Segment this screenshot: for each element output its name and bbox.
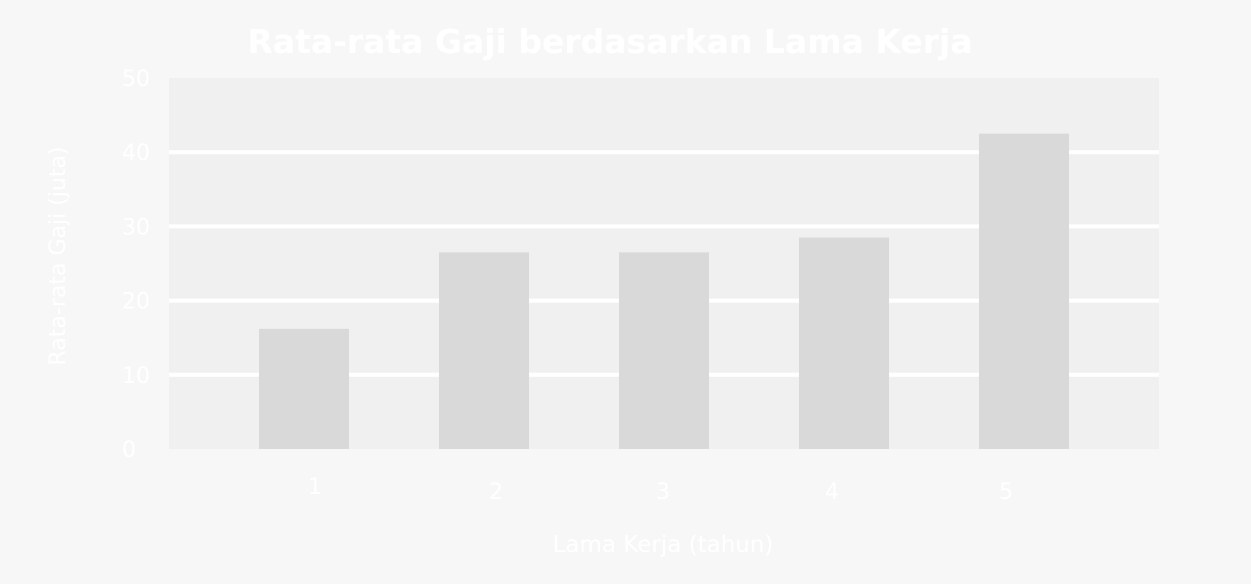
chart-title: Rata-rata Gaji berdasarkan Lama Kerja bbox=[247, 22, 972, 61]
y-axis-ticks: 0 10 20 30 40 50 bbox=[122, 67, 150, 463]
x-axis-label: Lama Kerja (tahun) bbox=[553, 532, 774, 558]
y-tick-label: 30 bbox=[122, 215, 150, 240]
x-tick-label: 1 bbox=[308, 475, 322, 500]
y-axis-label: Rata-rata Gaji (juta) bbox=[46, 146, 71, 365]
y-tick-label: 40 bbox=[122, 141, 150, 166]
bar bbox=[619, 252, 709, 449]
y-tick-label: 20 bbox=[122, 290, 150, 315]
bar bbox=[979, 133, 1069, 449]
bars bbox=[259, 133, 1069, 449]
x-tick-label: 5 bbox=[999, 480, 1013, 505]
y-tick-label: 0 bbox=[122, 438, 136, 463]
x-tick-label: 3 bbox=[656, 480, 670, 505]
y-tick-label: 50 bbox=[122, 67, 150, 92]
bar bbox=[799, 237, 889, 449]
bar bbox=[259, 328, 349, 449]
x-tick-label: 2 bbox=[489, 480, 503, 505]
bar bbox=[439, 252, 529, 449]
x-axis-ticks: 1 2 3 4 5 bbox=[308, 475, 1013, 505]
x-tick-label: 4 bbox=[825, 480, 839, 505]
y-tick-label: 10 bbox=[122, 364, 150, 389]
